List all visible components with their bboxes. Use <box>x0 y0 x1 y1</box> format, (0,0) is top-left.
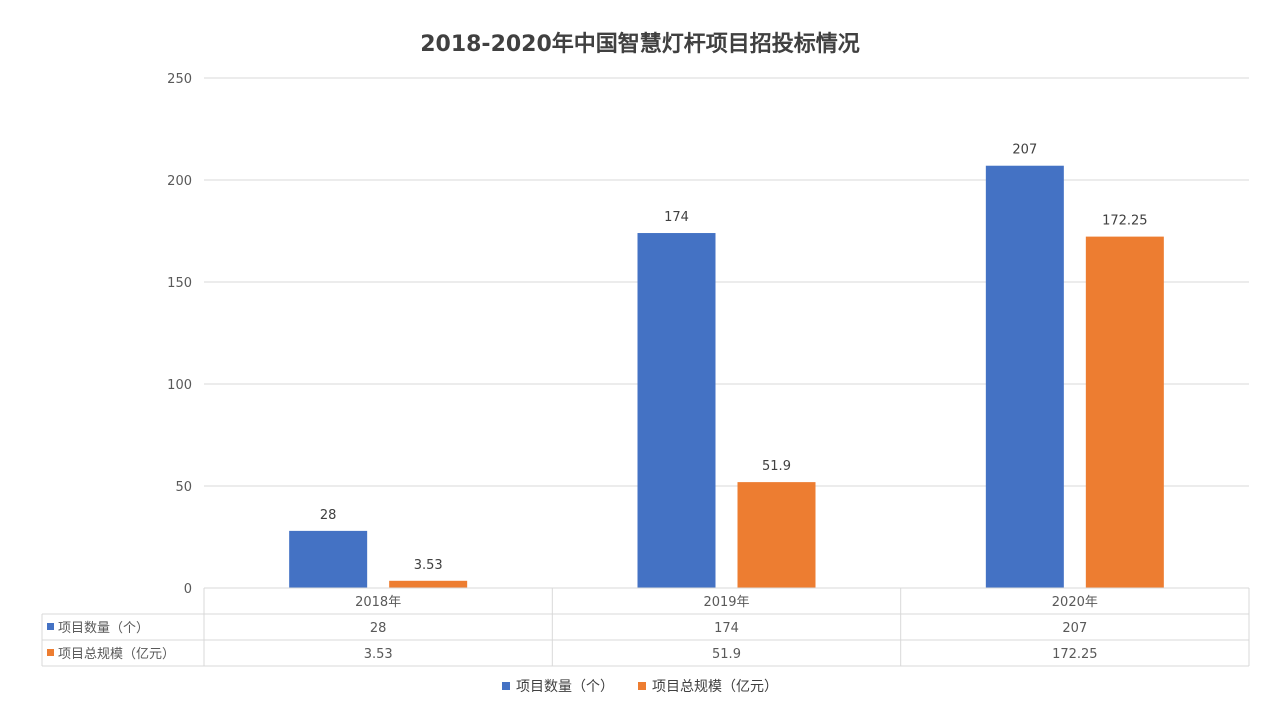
y-tick-label: 250 <box>167 72 192 87</box>
bar-project-count <box>289 530 368 588</box>
data-label: 28 <box>320 508 337 523</box>
data-label: 207 <box>1012 143 1037 158</box>
x-tick-label: 2019年 <box>703 595 749 610</box>
table-row-header-total-scale: 项目总规模（亿元） <box>58 647 175 662</box>
y-tick-label: 150 <box>167 276 192 291</box>
gridlines: 0 50 100 150 200 250 <box>167 72 1249 597</box>
chart-title: 2018-2020年中国智慧灯杆项目招投标情况 <box>420 32 860 57</box>
legend-swatch-total-scale <box>638 682 646 690</box>
table-row-header-project-count: 项目数量（个） <box>58 621 149 636</box>
bar-total-scale <box>1085 236 1164 589</box>
y-tick-label: 200 <box>167 174 192 189</box>
table-cell: 51.9 <box>712 647 741 662</box>
x-tick-label: 2018年 <box>355 595 401 610</box>
legend-label-project-count: 项目数量（个） <box>516 679 614 695</box>
bar-total-scale <box>389 580 468 588</box>
y-tick-label: 0 <box>184 582 192 597</box>
table-legend-key-total-scale <box>47 649 54 656</box>
table-cell: 172.25 <box>1052 647 1098 662</box>
table-cell: 174 <box>714 621 739 636</box>
legend-item-total-scale: 项目总规模（亿元） <box>638 676 778 696</box>
table-cell: 207 <box>1062 621 1087 636</box>
y-tick-label: 50 <box>175 480 192 495</box>
data-label: 51.9 <box>762 459 791 474</box>
legend-label-total-scale: 项目总规模（亿元） <box>652 679 778 695</box>
y-tick-label: 100 <box>167 378 192 393</box>
legend: 项目数量（个） 项目总规模（亿元） <box>0 676 1280 696</box>
legend-item-project-count: 项目数量（个） <box>502 676 614 696</box>
table-legend-key-project-count <box>47 623 54 630</box>
bar-project-count <box>985 165 1064 588</box>
data-label: 172.25 <box>1102 214 1148 229</box>
table-cell: 3.53 <box>364 647 393 662</box>
data-label: 3.53 <box>414 558 443 573</box>
x-tick-label: 2020年 <box>1052 595 1098 610</box>
data-label: 174 <box>664 210 689 225</box>
bars: 28 3.53 174 51.9 207 172.25 <box>289 143 1164 589</box>
legend-swatch-project-count <box>502 682 510 690</box>
table-cell: 28 <box>370 621 387 636</box>
bar-project-count <box>637 233 716 589</box>
bar-total-scale <box>737 482 816 588</box>
